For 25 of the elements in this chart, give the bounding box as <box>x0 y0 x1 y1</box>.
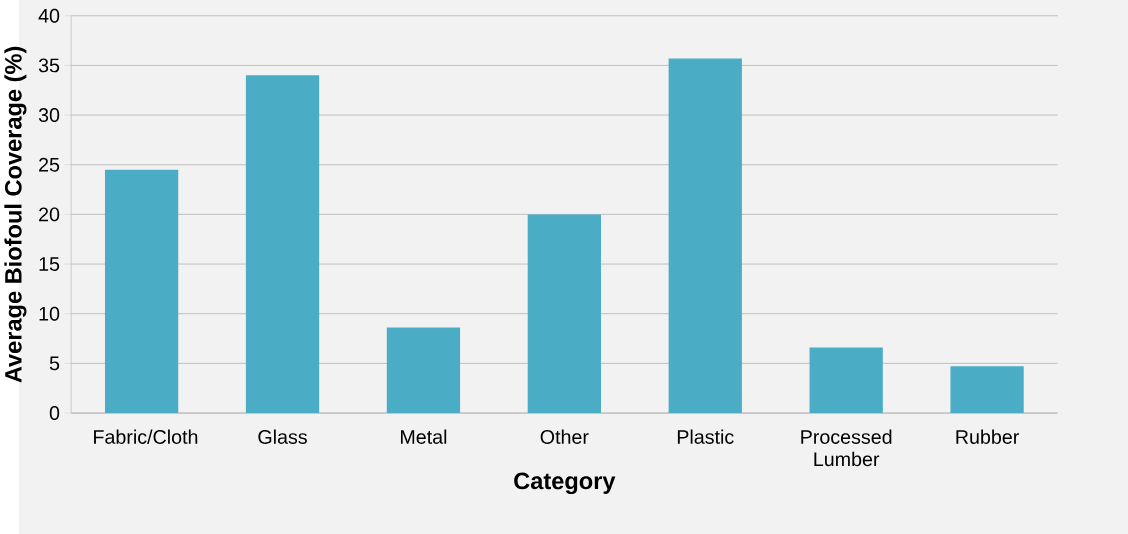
x-tick-label: Other <box>540 429 589 444</box>
y-tick-label: 5 <box>49 356 60 371</box>
y-tick-label: 20 <box>39 207 60 222</box>
bar <box>809 347 883 414</box>
y-tick-label: 25 <box>39 157 60 172</box>
y-tick-label: 0 <box>49 406 60 420</box>
bar <box>950 366 1024 414</box>
x-axis-title: Category <box>514 472 616 495</box>
y-tick-label: 40 <box>38 8 60 23</box>
bar <box>386 327 461 414</box>
y-tick-label: 35 <box>38 58 60 73</box>
bar <box>245 75 320 414</box>
x-tick-label: Metal <box>401 429 447 444</box>
y-axis-title: Average Biofoul Coverage (%) <box>4 46 27 383</box>
bar <box>104 169 179 414</box>
x-tick-label: Fabric/Cloth <box>94 429 198 444</box>
x-tick-label: Rubber <box>956 429 1019 444</box>
x-tick-label: Plastic <box>677 429 734 444</box>
y-tick-label: 10 <box>39 306 60 321</box>
bar <box>527 214 601 414</box>
x-tick-label: Processed Lumber <box>801 429 892 467</box>
y-tick-label: 15 <box>39 257 60 271</box>
x-tick-label: Glass <box>258 429 307 444</box>
bar <box>668 58 742 414</box>
y-tick-label: 30 <box>38 108 60 123</box>
